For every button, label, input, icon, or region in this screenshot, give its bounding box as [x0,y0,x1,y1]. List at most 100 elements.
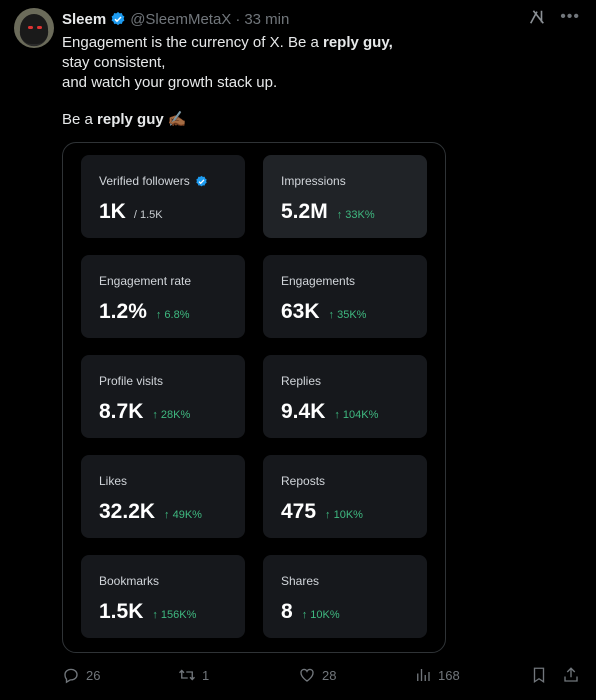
stat-label: Verified followers [99,174,245,188]
tweet-text-tagline: Be a reply guy ✍🏾 [62,110,187,130]
repost-count: 1 [202,667,210,683]
more-icon[interactable]: ••• [560,8,580,25]
text-line4-a: Be a [62,111,98,128]
stat-label: Replies [281,374,427,388]
post-time[interactable]: 33 min [244,10,290,28]
stat-tile-verified-followers: Verified followers 1K / 1.5K [81,155,245,238]
share-icon [564,667,578,682]
stat-label-text: Replies [281,374,322,388]
stat-label: Bookmarks [99,574,245,588]
stat-value-row: 1K / 1.5K [99,200,245,224]
reply-icon [64,668,78,684]
stat-tile-impressions: Impressions 5.2M ↑ 33K% [263,155,427,238]
stat-label: Impressions [281,174,427,188]
stat-label-text: Bookmarks [99,574,160,588]
stat-value: 8.7K [99,400,144,423]
author-handle[interactable]: @SleemMetaX [130,10,232,28]
avatar[interactable] [14,8,54,48]
repost-button[interactable]: 1 [178,666,209,684]
tweet-text: Engagement is the currency of X. Be a re… [62,33,393,93]
stat-value: 32.2K [99,500,156,523]
stat-value: 1.5K [99,600,144,623]
stat-label: Engagement rate [99,274,245,288]
stat-tile-bookmarks: Bookmarks 1.5K ↑ 156K% [81,555,245,638]
stat-tile-profile-visits: Profile visits 8.7K ↑ 28K% [81,355,245,438]
verified-badge-icon [196,175,207,186]
stat-value: 1.2% [99,300,147,323]
reply-count: 26 [86,667,101,683]
stat-label-text: Likes [99,474,128,488]
stat-tile-engagements: Engagements 63K ↑ 35K% [263,255,427,338]
text-line2: stay consistent, [62,54,166,71]
heart-icon [300,668,314,682]
text-line3: and watch your growth stack up. [62,74,278,91]
stat-value: 8 [281,600,293,623]
bookmark-icon [533,667,545,684]
views-button[interactable]: 168 [414,666,460,684]
stat-label: Engagements [281,274,427,288]
stat-label-text: Verified followers [99,174,190,188]
stat-growth: ↑ 6.8% [155,309,190,321]
stat-value-row: 63K ↑ 35K% [281,300,427,324]
stat-value: 1K [99,200,126,223]
stat-label-text: Shares [281,574,320,588]
grok-icon[interactable] [528,8,546,26]
stat-tile-engagement-rate: Engagement rate 1.2% ↑ 6.8% [81,255,245,338]
share-button[interactable] [562,666,580,684]
stat-growth: ↑ 28K% [152,409,191,421]
stat-growth: ↑ 10K% [325,509,363,521]
repost-icon [179,669,195,681]
views-count: 168 [438,667,460,683]
stat-value-row: 475 ↑ 10K% [281,500,427,524]
reply-button[interactable]: 26 [62,666,100,684]
stat-value: 475 [281,500,317,523]
like-count: 28 [322,667,337,683]
verified-badge-icon [111,12,125,26]
like-button[interactable]: 28 [298,666,336,684]
text-line4-bold: reply guy [97,111,164,128]
stat-value-row: 8.7K ↑ 28K% [99,400,245,424]
avatar-hood-shape [20,14,48,44]
stat-label-text: Profile visits [99,374,164,388]
stat-value: 5.2M [281,200,328,223]
stat-growth: ↑ 156K% [152,609,197,621]
top-right-actions: ••• [528,8,580,26]
stat-growth: ↑ 104K% [334,409,379,421]
stat-label: Reposts [281,474,427,488]
stat-label-text: Engagement rate [99,274,192,288]
avatar-eye-right [37,26,42,29]
stat-label: Shares [281,574,427,588]
author-name[interactable]: Sleem [62,10,107,28]
text-line1-bold: reply guy [322,34,389,51]
text-line1-comma: , [388,34,393,51]
stat-value-row: 5.2M ↑ 33K% [281,200,427,224]
stat-growth: ↑ 33K% [336,209,375,221]
stat-label-text: Engagements [281,274,356,288]
avatar-eye-left [28,26,33,29]
analytics-card-image[interactable]: Verified followers 1K / 1.5K Impressions 5.2… [62,142,446,653]
stat-value: 9.4K [281,400,326,423]
stat-value-row: 1.5K ↑ 156K% [99,600,245,624]
separator-dot: · [235,10,241,28]
stat-label-text: Reposts [281,474,326,488]
text-line1-a: Engagement is the currency of X. Be a [62,34,323,51]
stat-value-row: 1.2% ↑ 6.8% [99,300,245,324]
writing-hand-emoji: ✍🏾 [167,111,187,128]
stat-label: Likes [99,474,245,488]
bookmark-button[interactable] [530,666,548,684]
stat-growth: ↑ 49K% [164,509,202,521]
stat-growth: ↑ 10K% [301,609,340,621]
stat-value-row: 9.4K ↑ 104K% [281,400,427,424]
stat-growth: ↑ 35K% [328,309,367,321]
stat-value-row: 32.2K ↑ 49K% [99,500,245,524]
stat-tile-replies: Replies 9.4K ↑ 104K% [263,355,427,438]
stat-tile-reposts: Reposts 475 ↑ 10K% [263,455,427,538]
tweet-header: Sleem @SleemMetaX · 33 min [62,9,289,29]
stat-value: 63K [281,300,320,323]
stat-tile-likes: Likes 32.2K ↑ 49K% [81,455,245,538]
stat-subvalue: / 1.5K [133,209,163,221]
stat-tile-shares: Shares 8 ↑ 10K% [263,555,427,638]
stat-label: Profile visits [99,374,245,388]
stat-value-row: 8 ↑ 10K% [281,600,427,624]
